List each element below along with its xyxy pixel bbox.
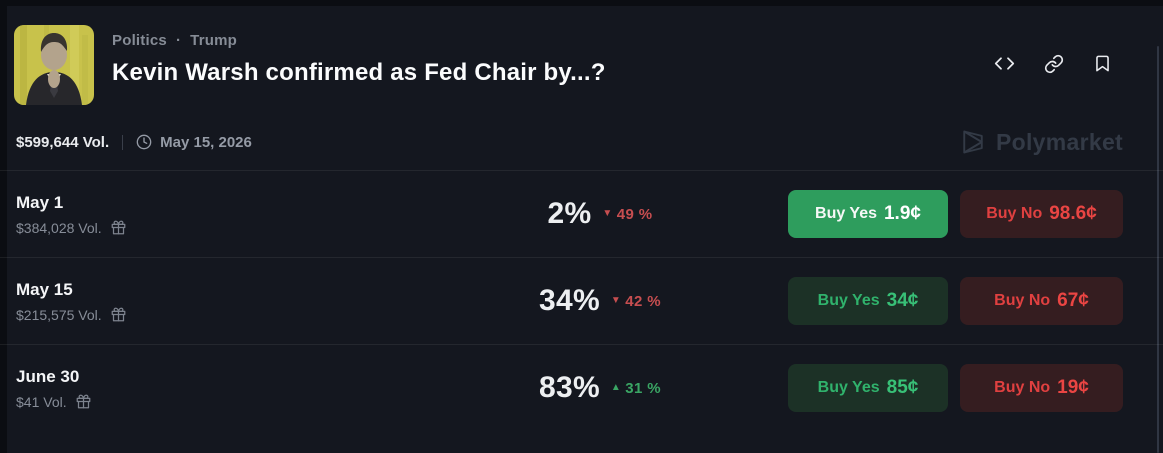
outcome-row-may-1: May 1 $384,028 Vol. 2% ▼ 49 <box>0 170 1163 257</box>
outcome-volume: $384,028 Vol. <box>16 219 102 236</box>
gift-rewards-icon[interactable] <box>111 220 126 235</box>
buy-yes-label: Buy Yes <box>815 205 877 222</box>
buy-no-label: Buy No <box>986 205 1043 222</box>
probability-value: 34% <box>538 284 600 317</box>
outcome-volume-line: $384,028 Vol. <box>16 220 500 236</box>
market-avatar <box>14 25 94 105</box>
buy-no-button[interactable]: Buy No 19¢ <box>960 364 1123 412</box>
outcome-volume-line: $41 Vol. <box>16 394 500 410</box>
buy-yes-label: Buy Yes <box>817 379 880 396</box>
outcome-name: May 1 <box>16 192 64 212</box>
gift-rewards-icon[interactable] <box>111 307 126 322</box>
gift-rewards-icon[interactable] <box>76 394 91 409</box>
right-scrollbar-line <box>1157 46 1159 453</box>
probability-change: ▼ 49 % <box>602 206 652 223</box>
top-edge-strip <box>0 0 1163 6</box>
arrow-up-icon: ▲ <box>610 382 622 393</box>
clock-icon <box>136 134 152 150</box>
market-header: Politics · Trump Kevin Warsh confirmed a… <box>14 25 606 105</box>
embed-code-icon[interactable] <box>994 53 1015 74</box>
buy-yes-button[interactable]: Buy Yes 34¢ <box>788 277 948 325</box>
header-text-block: Politics · Trump Kevin Warsh confirmed a… <box>112 25 606 105</box>
change-value: 31 % <box>625 379 662 397</box>
no-price: 98.6¢ <box>1049 203 1097 224</box>
outcome-row-june-30: June 30 $41 Vol. 83% ▲ 31 % <box>0 344 1163 431</box>
yes-price: 1.9¢ <box>883 203 921 224</box>
probability-cell: 34% ▼ 42 % <box>500 284 700 318</box>
left-edge-strip <box>0 0 7 453</box>
polymarket-logo-icon <box>963 130 983 154</box>
market-meta-row: $599,644 Vol. May 15, 2026 Polymarket <box>16 129 1123 155</box>
outcome-name: May 15 <box>16 279 73 299</box>
breadcrumb-tag[interactable]: Trump <box>190 32 237 49</box>
yes-price: 34¢ <box>886 290 919 311</box>
bookmark-icon[interactable] <box>1093 54 1112 73</box>
breadcrumb-separator: · <box>175 32 182 49</box>
yes-price: 85¢ <box>886 377 919 398</box>
outcome-volume: $41 Vol. <box>16 393 67 410</box>
buy-yes-button[interactable]: Buy Yes 1.9¢ <box>788 190 948 238</box>
buy-no-label: Buy No <box>994 379 1051 396</box>
total-volume: $599,644 Vol. <box>16 133 110 151</box>
breadcrumb: Politics · Trump <box>112 32 606 49</box>
header-actions <box>994 53 1112 74</box>
outcome-name: June 30 <box>16 366 80 386</box>
outcome-info: May 15 $215,575 Vol. <box>16 280 500 323</box>
breadcrumb-category[interactable]: Politics <box>112 32 167 49</box>
probability-value: 83% <box>538 371 600 404</box>
outcome-list: May 1 $384,028 Vol. 2% ▼ 49 <box>0 170 1163 431</box>
buy-yes-label: Buy Yes <box>817 292 880 309</box>
end-date: May 15, 2026 <box>160 133 252 151</box>
change-value: 42 % <box>625 292 662 310</box>
arrow-down-icon: ▼ <box>602 208 613 219</box>
probability-change: ▲ 31 % <box>611 380 661 397</box>
outcome-row-may-15: May 15 $215,575 Vol. 34% ▼ 4 <box>0 257 1163 344</box>
buy-yes-button[interactable]: Buy Yes 85¢ <box>788 364 948 412</box>
change-value: 49 % <box>616 205 653 223</box>
outcome-info: June 30 $41 Vol. <box>16 367 500 410</box>
no-price: 67¢ <box>1057 290 1089 311</box>
market-title: Kevin Warsh confirmed as Fed Chair by...… <box>112 59 606 86</box>
outcome-volume-line: $215,575 Vol. <box>16 307 500 323</box>
buy-no-label: Buy No <box>994 292 1051 309</box>
polymarket-watermark[interactable]: Polymarket <box>959 128 1123 156</box>
buy-no-button[interactable]: Buy No 98.6¢ <box>960 190 1123 238</box>
arrow-down-icon: ▼ <box>610 295 622 306</box>
copy-link-icon[interactable] <box>1044 54 1064 74</box>
polymarket-wordmark: Polymarket <box>995 128 1123 155</box>
kevin-warsh-photo <box>14 25 94 105</box>
no-price: 19¢ <box>1057 377 1089 398</box>
probability-change: ▼ 42 % <box>611 293 661 310</box>
meta-divider <box>122 134 124 150</box>
outcome-volume: $215,575 Vol. <box>16 306 102 323</box>
buy-no-button[interactable]: Buy No 67¢ <box>960 277 1123 325</box>
probability-value: 2% <box>547 197 592 230</box>
probability-cell: 83% ▲ 31 % <box>500 371 700 405</box>
outcome-info: May 1 $384,028 Vol. <box>16 193 500 236</box>
probability-cell: 2% ▼ 49 % <box>500 197 700 231</box>
